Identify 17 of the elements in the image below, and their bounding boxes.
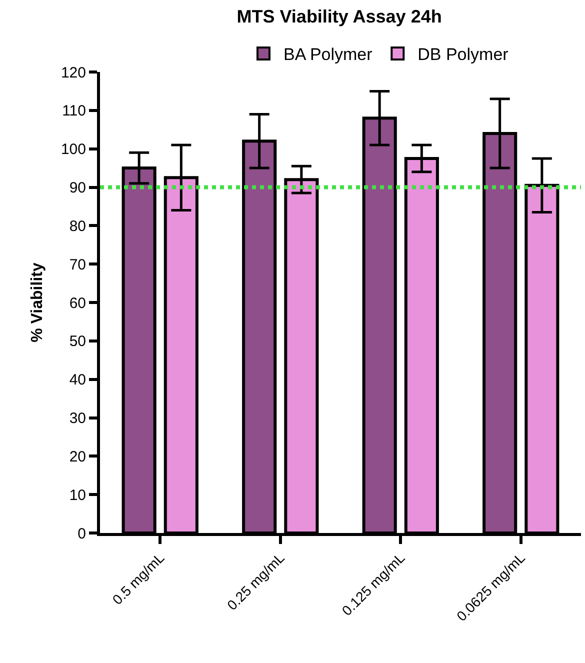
legend-label: BA Polymer [283,45,373,64]
y-tick-label: 120 [60,64,86,82]
legend-label: DB Polymer [418,45,509,64]
y-tick-label: 30 [69,410,86,427]
y-tick-label: 90 [69,180,86,196]
chart-title: MTS Viability Assay 24h [236,6,442,27]
y-axis-title: % Viability [28,262,46,342]
y-tick-label: 20 [69,448,86,466]
y-tick-label: 60 [69,294,86,312]
y-tick-label: 100 [60,141,86,158]
y-tick-label: 70 [69,256,86,274]
y-tick-label: 40 [69,372,86,389]
y-tick-label: 10 [69,486,86,504]
y-tick-label: 110 [62,102,86,120]
y-tick-label: 50 [69,333,86,350]
y-tick-label: 80 [69,218,86,235]
y-tick-label: 0 [78,525,86,542]
